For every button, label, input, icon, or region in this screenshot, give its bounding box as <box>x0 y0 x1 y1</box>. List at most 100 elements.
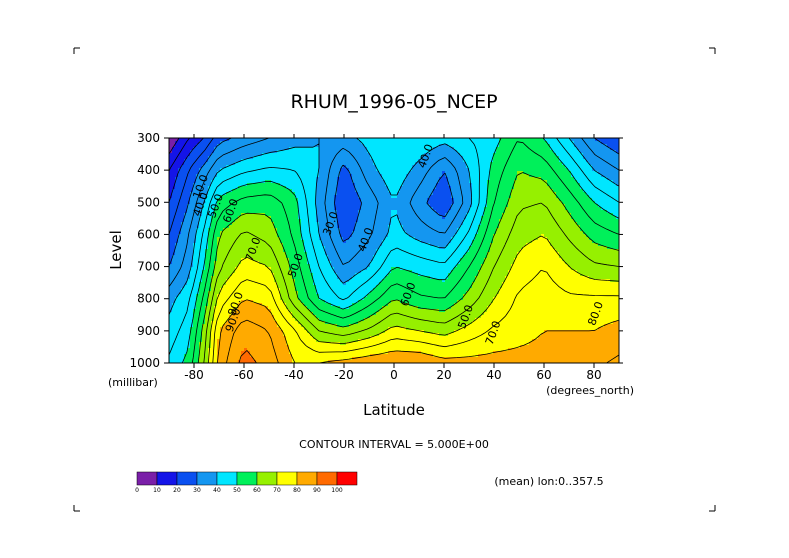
field-cell <box>487 195 491 199</box>
field-cell <box>508 204 512 208</box>
field-cell <box>295 147 299 151</box>
field-cell <box>442 207 446 211</box>
field-cell <box>466 159 470 163</box>
field-cell <box>601 153 605 157</box>
field-cell <box>244 201 248 205</box>
field-cell <box>289 159 293 163</box>
field-cell <box>301 168 305 172</box>
field-cell <box>217 201 221 205</box>
field-cell <box>283 141 287 145</box>
field-cell <box>370 153 374 157</box>
field-cell <box>367 168 371 172</box>
field-cell <box>589 171 593 175</box>
field-cell <box>175 222 179 226</box>
field-cell <box>457 147 461 151</box>
field-cell <box>550 192 554 196</box>
field-cell <box>316 231 320 235</box>
field-cell <box>193 219 197 223</box>
field-cell <box>394 201 398 205</box>
field-cell <box>343 195 347 199</box>
field-cell <box>457 180 461 184</box>
field-cell <box>367 189 371 193</box>
field-cell <box>610 189 614 193</box>
field-cell <box>493 231 497 235</box>
field-cell <box>226 144 230 148</box>
field-cell <box>406 183 410 187</box>
field-cell <box>553 201 557 205</box>
field-cell <box>568 207 572 211</box>
field-cell <box>475 186 479 190</box>
field-cell <box>451 171 455 175</box>
field-cell <box>589 201 593 205</box>
field-cell <box>382 216 386 220</box>
field-cell <box>520 159 524 163</box>
field-cell <box>511 162 515 166</box>
field-cell <box>388 174 392 178</box>
field-cell <box>250 225 254 229</box>
field-cell <box>349 225 353 229</box>
field-cell <box>175 228 179 232</box>
field-cell <box>433 201 437 205</box>
field-cell <box>553 144 557 148</box>
field-cell <box>610 153 614 157</box>
field-cell <box>427 156 431 160</box>
field-cell <box>484 219 488 223</box>
field-cell <box>547 177 551 181</box>
field-cell <box>607 159 611 163</box>
field-cell <box>445 210 449 214</box>
field-cell <box>466 183 470 187</box>
field-cell <box>475 177 479 181</box>
field-cell <box>304 141 308 145</box>
field-cell <box>565 177 569 181</box>
field-cell <box>253 156 257 160</box>
field-cell <box>187 159 191 163</box>
field-cell <box>424 138 428 142</box>
field-cell <box>334 138 338 142</box>
field-cell <box>487 174 491 178</box>
field-cell <box>361 189 365 193</box>
field-cell <box>472 165 476 169</box>
field-cell <box>328 213 332 217</box>
field-cell <box>376 147 380 151</box>
field-cell <box>319 231 323 235</box>
field-cell <box>232 177 236 181</box>
field-cell <box>175 219 179 223</box>
field-cell <box>415 189 419 193</box>
field-cell <box>211 186 215 190</box>
field-cell <box>169 201 173 205</box>
field-cell <box>307 144 311 148</box>
field-cell <box>502 159 506 163</box>
field-cell <box>589 162 593 166</box>
field-cell <box>457 198 461 202</box>
field-cell <box>613 141 617 145</box>
field-cell <box>415 204 419 208</box>
field-cell <box>310 204 314 208</box>
field-cell <box>220 186 224 190</box>
field-cell <box>385 219 389 223</box>
field-cell <box>193 213 197 217</box>
field-cell <box>238 222 242 226</box>
field-cell <box>484 147 488 151</box>
field-cell <box>505 180 509 184</box>
field-cell <box>286 171 290 175</box>
field-cell <box>481 150 485 154</box>
field-cell <box>391 219 395 223</box>
field-cell <box>421 219 425 223</box>
field-cell <box>466 222 470 226</box>
field-cell <box>343 222 347 226</box>
field-cell <box>532 165 536 169</box>
field-cell <box>511 177 515 181</box>
field-cell <box>280 183 284 187</box>
field-cell <box>271 219 275 223</box>
field-cell <box>490 216 494 220</box>
field-cell <box>301 225 305 229</box>
field-cell <box>517 144 521 148</box>
field-cell <box>409 171 413 175</box>
field-cell <box>373 177 377 181</box>
field-cell <box>475 174 479 178</box>
field-cell <box>202 189 206 193</box>
field-cell <box>484 183 488 187</box>
field-cell <box>400 234 404 238</box>
field-cell <box>250 192 254 196</box>
field-cell <box>493 195 497 199</box>
